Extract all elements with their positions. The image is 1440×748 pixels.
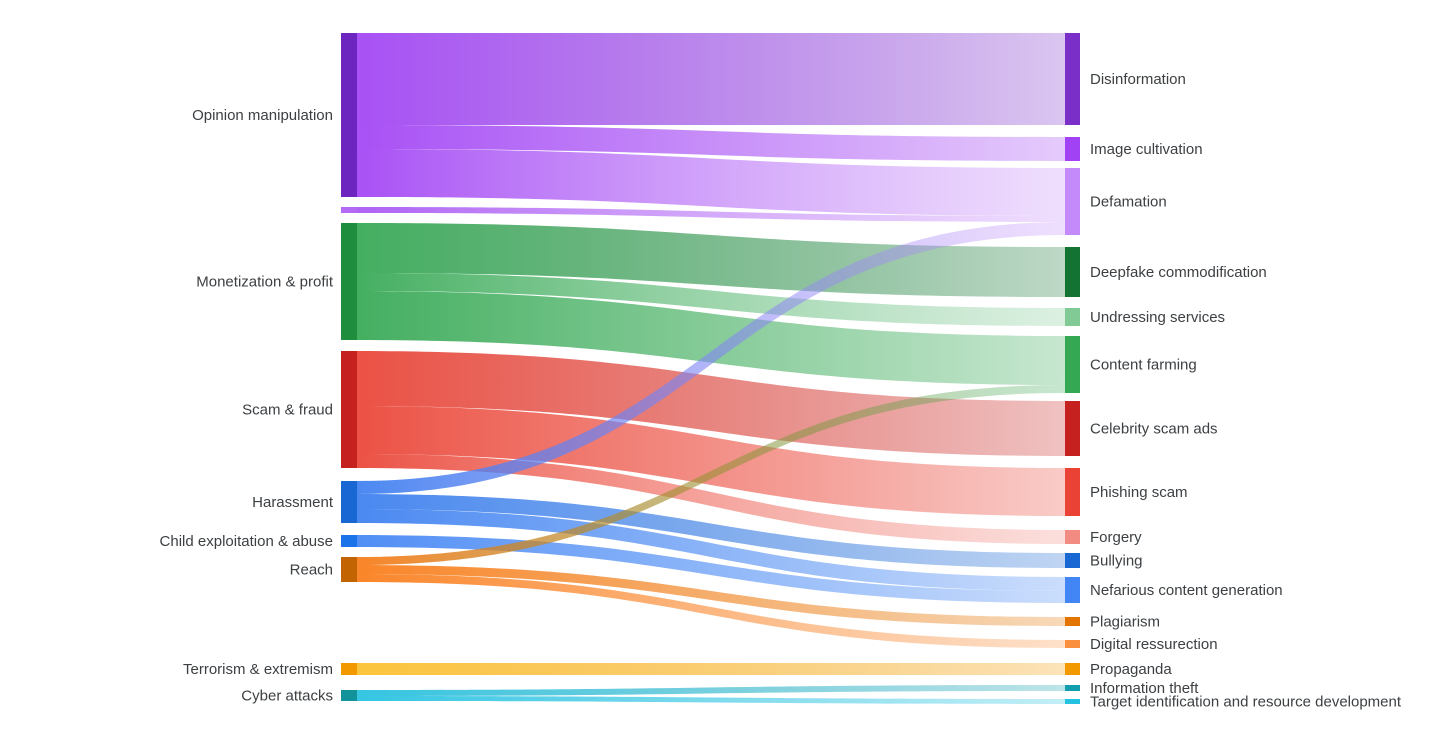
node [1065, 530, 1080, 544]
node-label: Celebrity scam ads [1090, 420, 1218, 437]
node [341, 557, 357, 582]
flow-link [357, 207, 1065, 222]
node-label: Nefarious content generation [1090, 582, 1283, 599]
node [1065, 553, 1080, 568]
node [1065, 168, 1080, 235]
node [1065, 685, 1080, 691]
flow-link [357, 663, 1065, 675]
node [341, 535, 357, 547]
node [1065, 247, 1080, 297]
node-label: Monetization & profit [196, 273, 334, 290]
flow-link [357, 273, 1065, 326]
node-label: Disinformation [1090, 71, 1186, 88]
node [1065, 137, 1080, 161]
node-label: Undressing services [1090, 309, 1225, 326]
node-label: Forgery [1090, 529, 1142, 546]
node-label: Content farming [1090, 356, 1197, 373]
node-label: Bullying [1090, 552, 1143, 569]
node [341, 690, 357, 701]
node [1065, 663, 1080, 675]
flow-link [357, 685, 1065, 696]
flow-link [357, 125, 1065, 161]
node-label: Reach [290, 561, 333, 578]
node [341, 481, 357, 523]
node [341, 33, 357, 197]
flow-link [357, 291, 1065, 385]
node [341, 207, 357, 213]
node [1065, 401, 1080, 456]
flow-link [357, 406, 1065, 516]
node [1065, 308, 1080, 326]
flow-link [357, 223, 1065, 297]
flow-link [357, 509, 1065, 591]
node [341, 223, 357, 340]
flow-link [357, 385, 1065, 565]
node [341, 663, 357, 675]
node-label: Opinion manipulation [192, 107, 333, 124]
node-label: Deepfake commodification [1090, 264, 1267, 281]
flow-link [357, 33, 1065, 125]
node [1065, 468, 1080, 516]
flow-link [357, 696, 1065, 704]
node [1065, 33, 1080, 125]
node-label: Defamation [1090, 193, 1167, 210]
flow-link [357, 351, 1065, 456]
flow-link [357, 535, 1065, 603]
node [1065, 577, 1080, 603]
flow-link [357, 565, 1065, 626]
flow-link [357, 222, 1065, 494]
flow-link [357, 574, 1065, 648]
node-label: Scam & fraud [242, 401, 333, 418]
flow-link [357, 149, 1065, 216]
node-label: Terrorism & extremism [183, 661, 333, 678]
node-label: Digital ressurection [1090, 636, 1218, 653]
node-label: Image cultivation [1090, 141, 1203, 158]
flow-link [357, 494, 1065, 568]
node [1065, 336, 1080, 393]
node-label: Harassment [252, 494, 334, 511]
node-label: Propaganda [1090, 661, 1172, 678]
node-label: Phishing scam [1090, 484, 1188, 501]
node [1065, 699, 1080, 704]
node [1065, 640, 1080, 648]
node-label: Cyber attacks [241, 687, 333, 704]
node [341, 351, 357, 468]
node-label: Plagiarism [1090, 613, 1160, 630]
node [1065, 617, 1080, 626]
node-label: Child exploitation & abuse [160, 533, 333, 550]
node-label: Target identification and resource devel… [1090, 693, 1402, 710]
node-label: Information theft [1090, 680, 1199, 697]
flow-link [357, 454, 1065, 544]
